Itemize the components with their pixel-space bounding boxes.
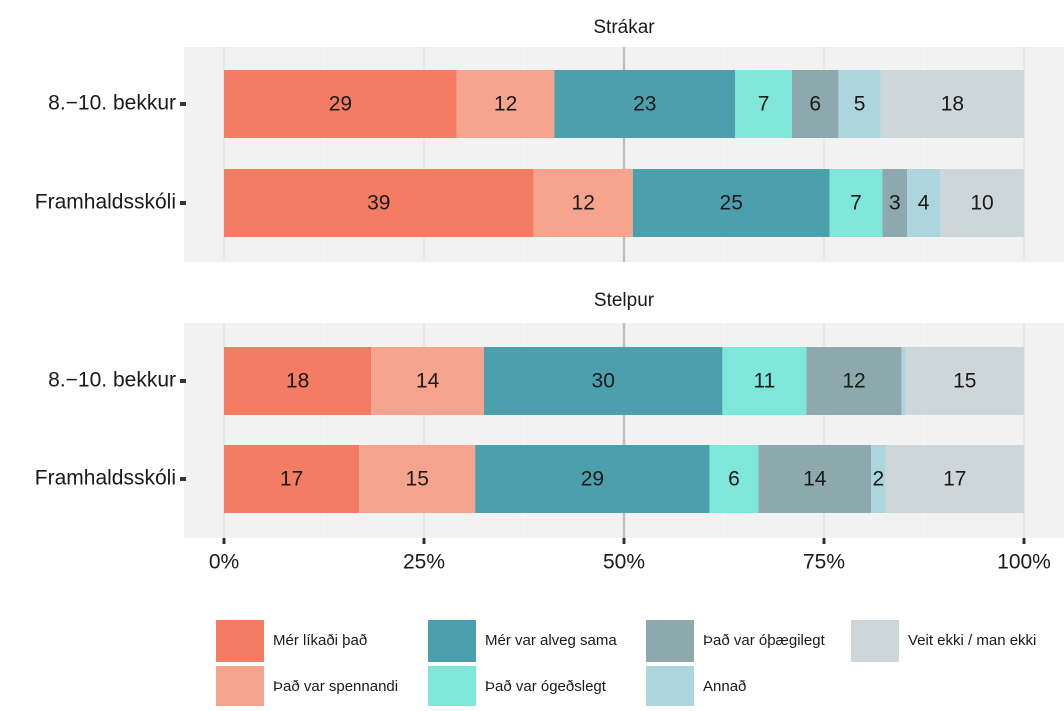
value-label: 6: [728, 468, 740, 491]
x-tick-label: 25%: [403, 551, 445, 574]
bar-segment: [880, 70, 1024, 138]
value-label: 7: [850, 192, 862, 215]
value-label: 25: [720, 192, 743, 215]
legend-key: [216, 620, 264, 662]
value-label: 18: [286, 370, 309, 393]
bar-segment: [735, 70, 792, 138]
y-tick-label: 8.−10. bekkur: [48, 369, 176, 392]
bar-segment: [871, 445, 886, 513]
x-tick-label: 75%: [803, 551, 845, 574]
legend-label: Það var ógeðslegt: [485, 678, 607, 695]
legend-key: [646, 620, 694, 662]
value-label: 29: [329, 93, 352, 116]
y-tick-label: Framhaldsskóli: [35, 191, 176, 214]
value-label: 12: [572, 192, 595, 215]
value-label: 6: [809, 93, 821, 116]
bar-segment: [838, 70, 881, 138]
facet-title: Stelpur: [594, 290, 655, 311]
bar-segment: [456, 70, 555, 138]
bar-segment: [632, 169, 830, 237]
facet-title: Strákar: [593, 17, 655, 38]
bar-segment: [829, 169, 883, 237]
value-label: 15: [406, 468, 429, 491]
y-tick-label: 8.−10. bekkur: [48, 92, 176, 115]
bar-segment: [554, 70, 736, 138]
value-label: 7: [758, 93, 770, 116]
x-tick-label: 50%: [603, 551, 645, 574]
bar-segment: [484, 347, 723, 415]
bar-segment: [533, 169, 633, 237]
bar-segment: [885, 445, 1024, 513]
value-label: 23: [633, 93, 656, 116]
bar-segment: [806, 347, 902, 415]
legend-label: Annað: [703, 678, 746, 695]
value-label: 11: [753, 370, 775, 393]
bar-segment: [359, 445, 476, 513]
bar-segment: [709, 445, 759, 513]
legend-key: [216, 666, 264, 708]
bar-segment: [940, 169, 1024, 237]
bar-segment: [371, 347, 484, 415]
value-label: 4: [918, 192, 930, 215]
legend-key: [646, 666, 694, 708]
value-label: 12: [494, 93, 517, 116]
value-label: 39: [367, 192, 390, 215]
legend-key: [428, 666, 476, 708]
value-label: 29: [581, 468, 604, 491]
bar-segment: [882, 169, 908, 237]
legend-label: Það var spennandi: [273, 678, 398, 695]
bar-segment: [792, 70, 839, 138]
legend-key: [851, 620, 899, 662]
value-label: 10: [970, 192, 993, 215]
y-tick-label: Framhaldsskóli: [35, 467, 176, 490]
legend-label: Veit ekki / man ekki: [908, 632, 1036, 649]
x-tick-label: 0%: [209, 551, 239, 574]
bar-segment: [758, 445, 872, 513]
legend-label: Mér líkaði það: [273, 632, 367, 649]
bar-segment: [224, 169, 534, 237]
value-label: 30: [592, 370, 615, 393]
bar-segment: [722, 347, 807, 415]
bar-segment: [224, 445, 360, 513]
legend-label: Mér var alveg sama: [485, 632, 617, 649]
bar-segment: [901, 347, 906, 415]
value-label: 18: [941, 93, 964, 116]
value-label: 15: [953, 370, 976, 393]
legend-label: Það var óþægilegt: [703, 632, 826, 649]
value-label: 3: [889, 192, 901, 215]
bar-segment: [907, 169, 940, 237]
value-label: 14: [416, 370, 440, 393]
value-label: 12: [842, 370, 865, 393]
legend-key: [428, 620, 476, 662]
bar-segment: [224, 347, 372, 415]
value-label: 2: [873, 468, 885, 491]
bar-segment: [905, 347, 1024, 415]
x-tick-label: 100%: [997, 551, 1051, 574]
value-label: 17: [280, 468, 303, 491]
value-label: 17: [943, 468, 966, 491]
bar-segment: [475, 445, 710, 513]
value-label: 5: [854, 93, 866, 116]
value-label: 14: [803, 468, 827, 491]
bar-segment: [224, 70, 457, 138]
